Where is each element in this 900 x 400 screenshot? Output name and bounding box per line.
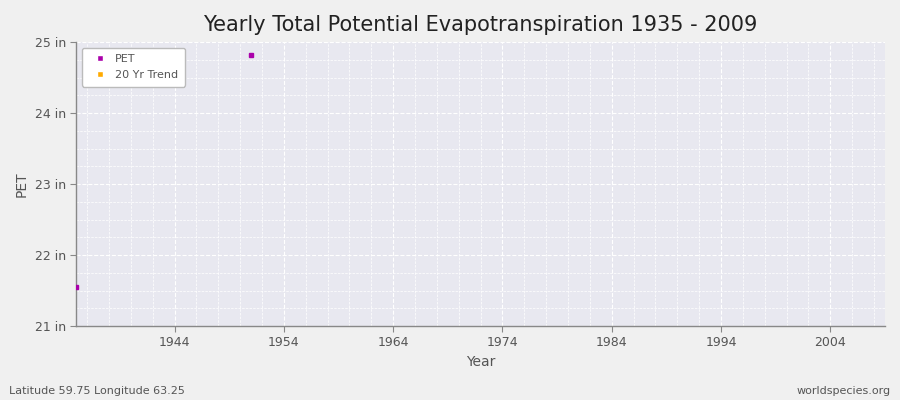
Text: Latitude 59.75 Longitude 63.25: Latitude 59.75 Longitude 63.25: [9, 386, 184, 396]
X-axis label: Year: Year: [466, 355, 495, 369]
Title: Yearly Total Potential Evapotranspiration 1935 - 2009: Yearly Total Potential Evapotranspiratio…: [203, 15, 758, 35]
Y-axis label: PET: PET: [15, 171, 29, 197]
Legend: PET, 20 Yr Trend: PET, 20 Yr Trend: [82, 48, 184, 86]
Text: worldspecies.org: worldspecies.org: [796, 386, 891, 396]
